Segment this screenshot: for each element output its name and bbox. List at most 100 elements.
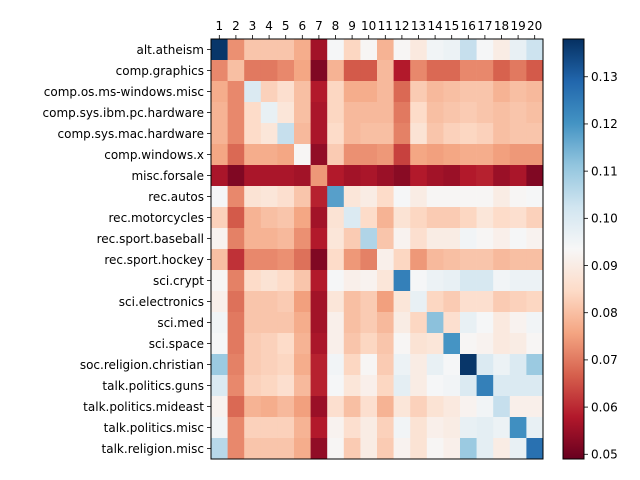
x-tick-label: 6 xyxy=(298,19,306,33)
heatmap-cell xyxy=(277,123,295,145)
heatmap-cell xyxy=(360,81,378,103)
heatmap-cell xyxy=(443,207,461,229)
x-tick-label: 7 xyxy=(315,19,323,33)
heatmap-cell xyxy=(426,228,444,250)
heatmap-cell xyxy=(227,228,245,250)
heatmap-cell xyxy=(310,333,328,355)
x-tick-label: 12 xyxy=(394,19,409,33)
heatmap-cell xyxy=(509,60,527,82)
heatmap-cell xyxy=(493,438,511,460)
heatmap-cell xyxy=(460,186,477,208)
heatmap-cell xyxy=(310,81,328,103)
heatmap-cell xyxy=(493,375,511,397)
x-tick-label: 16 xyxy=(461,19,476,33)
heatmap-cell xyxy=(493,270,511,292)
heatmap-cell xyxy=(410,207,428,229)
heatmap-cell xyxy=(426,375,444,397)
heatmap-cell xyxy=(443,438,461,460)
heatmap-cell xyxy=(526,249,544,271)
heatmap-cell xyxy=(343,123,361,145)
heatmap-cell xyxy=(343,354,361,376)
heatmap-cell xyxy=(377,228,394,250)
heatmap-cell xyxy=(244,207,262,229)
heatmap-cell xyxy=(310,375,328,397)
heatmap-cell xyxy=(509,249,527,271)
heatmap-cell xyxy=(393,39,411,61)
heatmap-cell xyxy=(443,39,461,61)
heatmap-cell xyxy=(443,249,461,271)
heatmap-cell xyxy=(260,39,278,61)
heatmap-cell xyxy=(260,102,278,124)
colorbar-tick-label: 0.10 xyxy=(591,212,618,226)
heatmap-cell xyxy=(460,228,477,250)
colorbar-tick-label: 0.12 xyxy=(591,117,618,131)
heatmap-cell xyxy=(277,39,295,61)
heatmap-cell xyxy=(476,144,494,166)
heatmap-cell xyxy=(260,81,278,103)
heatmap-cell xyxy=(526,39,544,61)
heatmap-cell xyxy=(277,291,295,313)
heatmap-cell xyxy=(476,396,494,418)
heatmap-cell xyxy=(410,375,428,397)
heatmap-cell xyxy=(294,39,311,61)
heatmap-cell xyxy=(360,270,378,292)
heatmap-cell xyxy=(277,60,295,82)
heatmap-cell xyxy=(310,186,328,208)
heatmap-cell xyxy=(526,312,544,334)
heatmap-cell xyxy=(294,102,311,124)
heatmap-cell xyxy=(526,417,544,439)
heatmap-cell xyxy=(526,375,544,397)
y-tick-label: comp.windows.x xyxy=(104,148,204,162)
heatmap-cell xyxy=(260,270,278,292)
heatmap-cell xyxy=(227,354,245,376)
heatmap-cell xyxy=(476,417,494,439)
heatmap-cell xyxy=(410,165,428,187)
heatmap-cell xyxy=(393,144,411,166)
heatmap-cell xyxy=(360,207,378,229)
heatmap-cell xyxy=(493,333,511,355)
heatmap-cell xyxy=(310,396,328,418)
heatmap-cell xyxy=(426,144,444,166)
heatmap-cell xyxy=(509,417,527,439)
heatmap-cell xyxy=(509,354,527,376)
heatmap-cell xyxy=(244,60,262,82)
heatmap-cell xyxy=(426,60,444,82)
heatmap-cell xyxy=(377,375,394,397)
heatmap-cell xyxy=(493,186,511,208)
heatmap-cell xyxy=(227,312,245,334)
heatmap-cell xyxy=(443,144,461,166)
heatmap-cell xyxy=(343,375,361,397)
heatmap-cell xyxy=(443,186,461,208)
heatmap-cell xyxy=(476,291,494,313)
heatmap-cell xyxy=(509,375,527,397)
heatmap-cell xyxy=(244,249,262,271)
y-tick-label: comp.sys.mac.hardware xyxy=(58,127,204,141)
heatmap-cell xyxy=(294,60,311,82)
heatmap-cell xyxy=(476,165,494,187)
heatmap-cell xyxy=(410,270,428,292)
heatmap-cell xyxy=(377,291,394,313)
heatmap-cell xyxy=(509,186,527,208)
heatmap-cell xyxy=(211,207,228,229)
y-tick-label: rec.autos xyxy=(148,190,204,204)
x-tick-label: 13 xyxy=(411,19,426,33)
heatmap-cell xyxy=(426,39,444,61)
heatmap-cell xyxy=(476,60,494,82)
heatmap-cell xyxy=(343,144,361,166)
heatmap-cell xyxy=(211,354,228,376)
heatmap-cell xyxy=(343,207,361,229)
y-tick-label: talk.religion.misc xyxy=(102,442,204,456)
heatmap-cell xyxy=(377,123,394,145)
heatmap-cell xyxy=(509,312,527,334)
heatmap-cell xyxy=(443,165,461,187)
heatmap-cell xyxy=(294,291,311,313)
colorbar-tick-label: 0.07 xyxy=(591,353,618,367)
x-tick-label: 19 xyxy=(510,19,525,33)
heatmap-cell xyxy=(410,438,428,460)
heatmap-cell xyxy=(360,123,378,145)
x-tick-label: 4 xyxy=(265,19,273,33)
heatmap-cell xyxy=(509,291,527,313)
heatmap-cell xyxy=(244,417,262,439)
heatmap-cell xyxy=(310,312,328,334)
heatmap-cell xyxy=(426,417,444,439)
